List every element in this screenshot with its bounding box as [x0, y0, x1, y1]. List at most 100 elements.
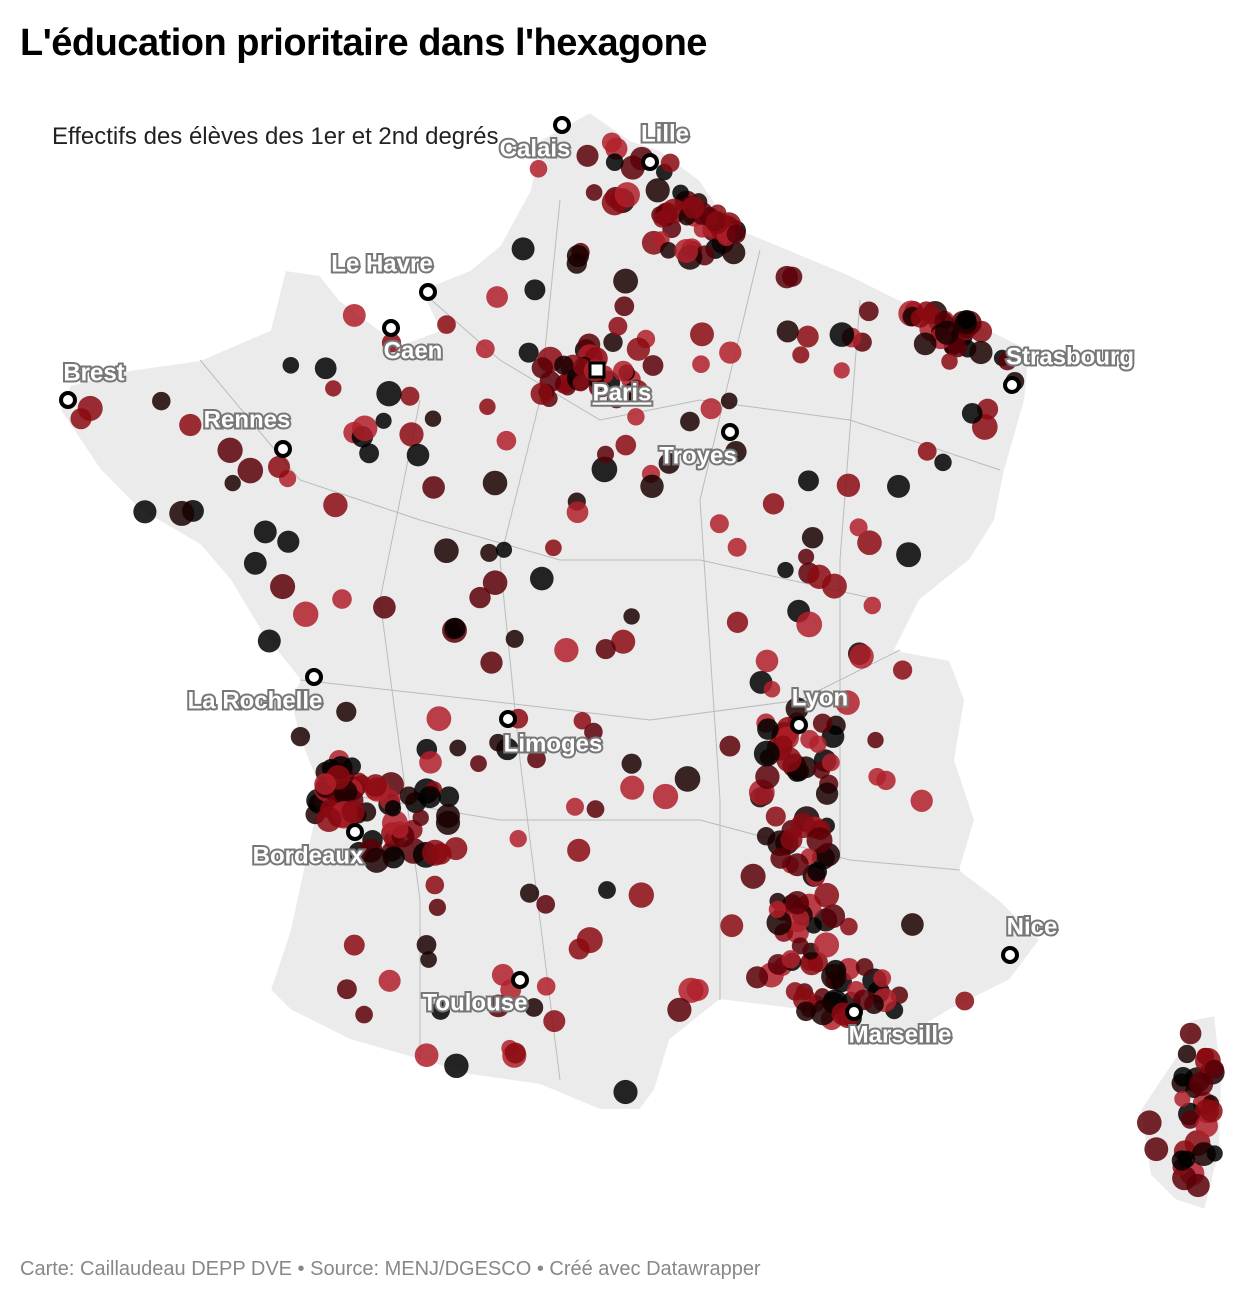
school-dot [640, 474, 664, 499]
school-dot [810, 1000, 836, 1026]
school-dot [763, 681, 781, 698]
school-dot [400, 386, 420, 406]
school-dot [720, 914, 744, 938]
school-dot [418, 786, 441, 809]
school-dot [1137, 1110, 1162, 1135]
school-dot [243, 551, 267, 575]
school-dot [545, 539, 562, 557]
school-dot [1174, 1090, 1191, 1107]
school-dot [829, 322, 855, 347]
school-dot [620, 775, 645, 800]
school-dot [621, 383, 640, 402]
school-dot [1173, 1066, 1194, 1087]
legend-label: Effectifs des élèves des 1er et 2nd degr… [52, 123, 499, 150]
school-dot [1204, 1059, 1224, 1079]
school-dot [520, 883, 540, 903]
school-dot [614, 182, 640, 208]
city-label: Lille [641, 120, 689, 147]
school-dot [376, 381, 402, 407]
school-dot [224, 474, 241, 492]
school-dot [567, 838, 591, 862]
school-dot [642, 355, 664, 376]
school-dot [1177, 1044, 1197, 1064]
school-dot [892, 660, 913, 680]
school-dot [674, 766, 701, 792]
school-dot [343, 934, 365, 956]
school-dot [680, 411, 700, 432]
city-label: Brest [63, 359, 124, 386]
school-dot [719, 735, 741, 757]
city-label: Paris [593, 379, 652, 406]
school-dot [530, 382, 553, 405]
school-dot [573, 712, 592, 730]
school-dot [381, 333, 402, 353]
school-dot [801, 526, 824, 549]
school-dot [660, 241, 677, 259]
school-dot [314, 773, 336, 795]
school-dot [791, 937, 809, 955]
city-label: Le Havre [331, 250, 432, 277]
footer: Carte: Caillaudeau DEPP DVE • Source: ME… [20, 1258, 761, 1280]
school-dot [479, 398, 496, 416]
city-marker [511, 971, 529, 989]
school-dot [762, 493, 785, 515]
school-dot [524, 998, 544, 1017]
school-dot [901, 913, 924, 936]
school-dot [796, 611, 823, 638]
school-dot [434, 538, 459, 564]
school-dot [496, 430, 517, 451]
school-dot [652, 783, 679, 810]
school-dot [591, 456, 618, 483]
city-label: La Rochelle [188, 687, 323, 714]
school-dot [355, 1005, 373, 1024]
school-dot [776, 320, 799, 343]
school-dot [428, 898, 447, 917]
school-dot [444, 617, 466, 639]
school-dot [416, 934, 437, 955]
school-dot [449, 739, 467, 757]
school-dot [682, 196, 705, 219]
school-dot [179, 413, 202, 437]
city-label: Strasbourg [1006, 343, 1134, 370]
city-marker [845, 1003, 863, 1021]
school-dot [813, 932, 840, 958]
school-dot [530, 566, 554, 591]
school-dot [603, 332, 623, 353]
city-marker [553, 116, 571, 134]
city-label: Troyes [659, 442, 736, 469]
school-dot [509, 830, 527, 848]
school-dot [399, 786, 419, 805]
school-dot [785, 853, 809, 877]
school-dot [709, 514, 729, 534]
school-dots [70, 132, 1225, 1198]
school-dot [438, 786, 460, 808]
school-dot [785, 697, 809, 721]
school-dot [420, 951, 437, 968]
school-dot [444, 1053, 469, 1079]
school-dot [815, 782, 839, 805]
city-label: Rennes [204, 406, 291, 433]
school-dot [821, 753, 840, 772]
school-dot [782, 266, 803, 287]
school-dot [475, 339, 495, 359]
school-dot [543, 1010, 566, 1033]
school-dot [504, 1042, 526, 1064]
school-dot [378, 969, 401, 992]
school-dot [527, 749, 546, 769]
school-dot [412, 809, 429, 827]
school-dot [873, 969, 892, 988]
school-dot [414, 1043, 439, 1068]
school-dot [384, 800, 402, 817]
school-dot [290, 727, 311, 747]
school-dot [536, 977, 556, 996]
city-label: Marseille [849, 1021, 952, 1048]
school-dot [623, 608, 640, 625]
school-dot [821, 963, 847, 990]
cities: Calais Lille Le Havre Caen Paris Brest Rennes S… [59, 116, 1136, 1050]
city-label: Toulouse [423, 989, 528, 1016]
city-label: Limoges [504, 730, 603, 757]
school-dot [941, 353, 958, 370]
school-dot [969, 340, 993, 365]
city-label: Calais [500, 135, 571, 162]
school-dot [596, 445, 615, 463]
